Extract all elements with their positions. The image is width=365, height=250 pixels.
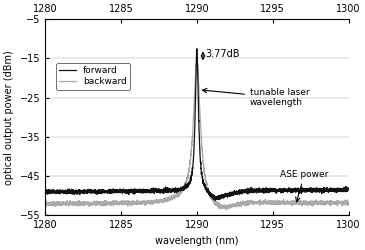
forward [346, 187, 351, 190]
Text: tunable laser
wavelength: tunable laser wavelength [203, 88, 310, 107]
backward [173, 195, 177, 198]
backward [337, 200, 342, 203]
forward [322, 186, 327, 189]
forward [213, 199, 218, 202]
backward [187, 168, 192, 170]
forward [187, 182, 192, 185]
backward [346, 200, 351, 203]
forward [195, 47, 199, 50]
backward [195, 58, 199, 61]
forward [173, 189, 177, 192]
backward [43, 202, 47, 204]
forward [264, 189, 268, 192]
Line: backward: backward [45, 60, 349, 210]
Text: 3.77dB: 3.77dB [205, 49, 240, 59]
Line: forward: forward [45, 49, 349, 200]
backward [224, 208, 228, 211]
forward [170, 189, 175, 192]
backward [322, 200, 327, 203]
backward [170, 196, 175, 198]
forward [337, 188, 342, 192]
Text: ASE power: ASE power [280, 170, 329, 202]
backward [264, 202, 268, 204]
forward [43, 189, 47, 192]
Y-axis label: optical output power (dBm): optical output power (dBm) [4, 50, 14, 184]
Legend: forward, backward: forward, backward [56, 63, 130, 90]
X-axis label: wavelength (nm): wavelength (nm) [155, 236, 239, 246]
